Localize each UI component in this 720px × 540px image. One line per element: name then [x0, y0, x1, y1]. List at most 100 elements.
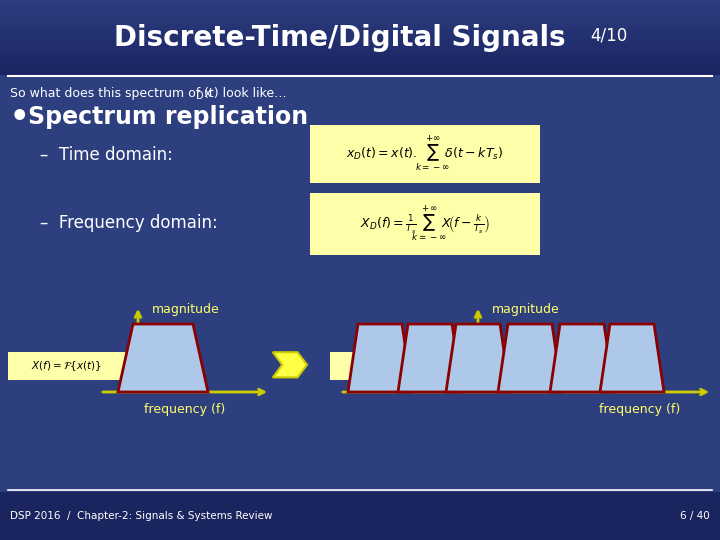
- Bar: [0, 29, 720, 30]
- Bar: [0, 1, 720, 2]
- Bar: [0, 22, 720, 23]
- Bar: [0, 54, 720, 55]
- Text: $X_D(f) = \frac{1}{T_s}\!\!\sum_{k=-\infty}^{+\infty}\!\!X\!\left(f - \frac{k}{T: $X_D(f) = \frac{1}{T_s}\!\!\sum_{k=-\inf…: [360, 205, 490, 244]
- Bar: [0, 25, 720, 26]
- Text: $X(f) = \mathcal{F}\{x(t)\}$: $X(f) = \mathcal{F}\{x(t)\}$: [32, 359, 102, 373]
- Bar: [0, 39, 720, 40]
- Bar: [0, 9, 720, 10]
- Bar: [0, 56, 720, 57]
- Bar: [0, 10, 720, 11]
- Bar: [0, 70, 720, 71]
- Bar: [0, 48, 720, 49]
- Bar: [0, 50, 720, 51]
- Bar: [0, 44, 720, 45]
- Text: –  Frequency domain:: – Frequency domain:: [40, 214, 217, 232]
- Bar: [0, 68, 720, 69]
- Polygon shape: [600, 324, 664, 392]
- Bar: [0, 30, 720, 31]
- Bar: [0, 18, 720, 19]
- Polygon shape: [550, 324, 614, 392]
- Bar: [0, 40, 720, 41]
- Bar: [0, 37, 720, 38]
- Bar: [0, 4, 720, 5]
- Polygon shape: [273, 352, 307, 377]
- Bar: [0, 11, 720, 12]
- Bar: [0, 492, 720, 540]
- Bar: [0, 32, 720, 33]
- Bar: [0, 71, 720, 72]
- Text: •: •: [10, 103, 30, 132]
- Bar: [0, 62, 720, 63]
- Bar: [0, 61, 720, 62]
- Bar: [0, 67, 720, 68]
- Bar: [0, 55, 720, 56]
- Bar: [0, 51, 720, 52]
- Text: 4/10: 4/10: [590, 26, 627, 44]
- Bar: [0, 20, 720, 21]
- Text: So what does this spectrum of x: So what does this spectrum of x: [10, 86, 212, 99]
- Bar: [0, 24, 720, 25]
- Bar: [0, 69, 720, 70]
- Text: $x_D(t) = x(t).\!\!\sum_{k=-\infty}^{+\infty}\!\!\delta(t - k T_s)$: $x_D(t) = x(t).\!\!\sum_{k=-\infty}^{+\i…: [346, 134, 504, 173]
- Text: 6 / 40: 6 / 40: [680, 511, 710, 521]
- Bar: [0, 47, 720, 48]
- Text: $X_D(f) = \mathcal{F}\{x_D(t)\}$: $X_D(f) = \mathcal{F}\{x_D(t)\}$: [358, 359, 441, 373]
- Bar: [0, 65, 720, 66]
- Bar: [0, 59, 720, 60]
- Text: magnitude: magnitude: [152, 303, 220, 316]
- Bar: [0, 60, 720, 61]
- Bar: [0, 12, 720, 13]
- Bar: [0, 45, 720, 46]
- Bar: [0, 72, 720, 73]
- Polygon shape: [498, 324, 562, 392]
- Bar: [0, 23, 720, 24]
- Polygon shape: [398, 324, 462, 392]
- Polygon shape: [446, 324, 510, 392]
- Bar: [310, 193, 540, 255]
- Bar: [0, 13, 720, 14]
- Bar: [0, 49, 720, 50]
- Polygon shape: [348, 324, 412, 392]
- Bar: [0, 38, 720, 39]
- Bar: [0, 21, 720, 22]
- Bar: [0, 64, 720, 65]
- Bar: [0, 16, 720, 17]
- Bar: [0, 8, 720, 9]
- Bar: [0, 14, 720, 15]
- Bar: [0, 52, 720, 53]
- Text: frequency (f): frequency (f): [145, 403, 225, 416]
- Bar: [0, 6, 720, 7]
- Polygon shape: [118, 324, 208, 392]
- Bar: [0, 0, 720, 1]
- Bar: [0, 15, 720, 16]
- Bar: [0, 42, 720, 43]
- Bar: [0, 66, 720, 67]
- Bar: [0, 35, 720, 36]
- Bar: [0, 5, 720, 6]
- Bar: [0, 43, 720, 44]
- Bar: [0, 41, 720, 42]
- Text: Discrete-Time/Digital Signals: Discrete-Time/Digital Signals: [114, 24, 566, 51]
- Bar: [8, 352, 126, 380]
- Text: frequency (f): frequency (f): [599, 403, 680, 416]
- Bar: [0, 58, 720, 59]
- Bar: [0, 57, 720, 58]
- Bar: [0, 46, 720, 47]
- Bar: [0, 27, 720, 28]
- Bar: [0, 73, 720, 74]
- Bar: [0, 26, 720, 27]
- Text: –  Time domain:: – Time domain:: [40, 146, 173, 164]
- Text: magnitude: magnitude: [492, 303, 559, 316]
- Bar: [0, 33, 720, 34]
- Bar: [0, 63, 720, 64]
- Bar: [0, 34, 720, 35]
- Text: (t) look like…: (t) look like…: [204, 86, 287, 99]
- Text: D: D: [196, 91, 204, 101]
- Bar: [0, 53, 720, 54]
- Bar: [0, 2, 720, 3]
- Bar: [0, 19, 720, 20]
- Text: Spectrum replication: Spectrum replication: [28, 105, 308, 129]
- Bar: [0, 36, 720, 37]
- Bar: [0, 3, 720, 4]
- Bar: [0, 31, 720, 32]
